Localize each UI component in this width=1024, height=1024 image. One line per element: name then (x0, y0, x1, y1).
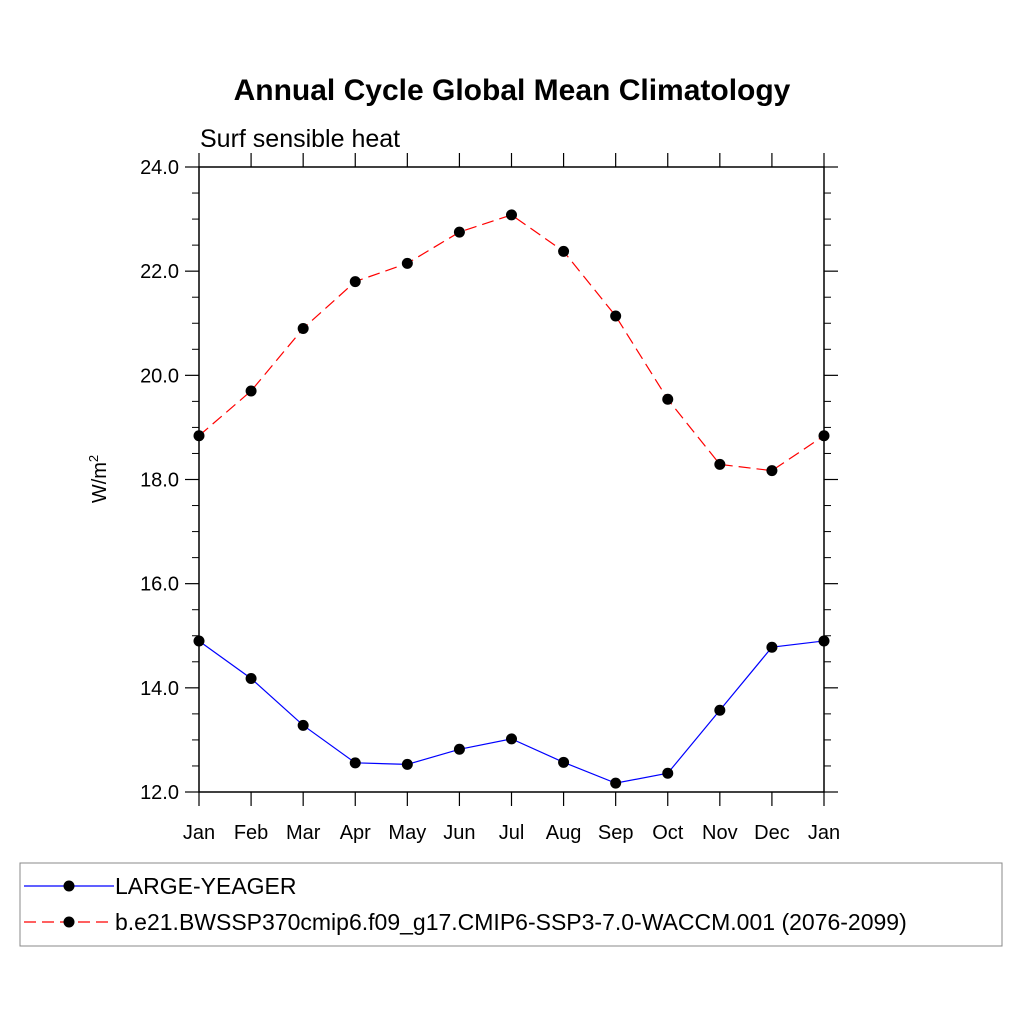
series-1-point (297, 322, 309, 334)
legend: LARGE-YEAGER b.e21.BWSSP370cmip6.f09_g17… (19, 862, 1003, 947)
x-tick-label: Sep (598, 822, 634, 844)
series-0-point (662, 767, 674, 779)
x-tick-label: Jul (499, 822, 525, 844)
x-tick-label: Aug (546, 822, 582, 844)
y-tick-label: 20.0 (140, 365, 179, 387)
series-1-point (453, 226, 465, 238)
chart-title: Annual Cycle Global Mean Climatology (234, 74, 791, 107)
y-tick-label: 14.0 (140, 678, 179, 700)
x-tick-label: May (388, 822, 426, 844)
series-0-point (610, 777, 622, 789)
y-tick-label: 16.0 (140, 574, 179, 596)
chart-subtitle: Surf sensible heat (200, 125, 400, 153)
series-1-point (506, 209, 517, 221)
x-tick-label: Feb (234, 822, 268, 844)
x-tick-label: Oct (652, 822, 684, 844)
series-0-point (766, 641, 778, 653)
series-0-point (349, 757, 361, 769)
legend-label-0: LARGE-YEAGER (115, 873, 297, 899)
series-0-point (506, 733, 517, 745)
legend-marker-1 (63, 916, 75, 928)
series-1-point (401, 257, 413, 269)
y-tick-label: 22.0 (140, 261, 179, 283)
series-0-point (245, 672, 257, 684)
series-0-point (297, 719, 309, 731)
x-tick-label: Dec (754, 822, 790, 844)
series-0-point (818, 635, 830, 647)
series-0-point (714, 704, 726, 716)
x-tick-label: Jun (443, 822, 475, 844)
series-1-point (349, 276, 361, 288)
series-0-point (193, 635, 205, 647)
series-layer (193, 209, 830, 789)
x-tick-label: Apr (340, 822, 371, 844)
x-tick-label: Nov (702, 822, 738, 844)
x-tick-label: Jan (808, 822, 840, 844)
legend-marker-0 (63, 880, 75, 892)
series-0-point (401, 758, 413, 770)
x-tick-label: Mar (286, 822, 321, 844)
x-tick-label: Jan (183, 822, 215, 844)
legend-box (19, 862, 1003, 947)
series-1-point (818, 430, 830, 442)
axes: 12.0 14.0 16.0 18.0 20.0 22.0 24.0 Jan Feb Mar Apr… (140, 153, 840, 844)
series-1-point (558, 245, 570, 257)
series-1-point (714, 458, 726, 470)
legend-label-1: b.e21.BWSSP370cmip6.f09_g17.CMIP6-SSP3-7… (115, 909, 907, 935)
series-line-1 (198, 214, 825, 472)
series-1-point (193, 430, 205, 442)
series-1-point (662, 393, 674, 405)
series-0-point (453, 743, 465, 755)
y-tick-label: 24.0 (140, 157, 179, 179)
y-axis-label: W/m2 (86, 455, 111, 503)
series-1-point (766, 465, 778, 477)
series-1-point (245, 385, 257, 397)
series-line-0 (198, 640, 825, 784)
series-1-point (610, 310, 622, 322)
y-tick-label: 18.0 (140, 470, 179, 492)
series-0-point (558, 756, 570, 768)
y-tick-label: 12.0 (140, 782, 179, 804)
